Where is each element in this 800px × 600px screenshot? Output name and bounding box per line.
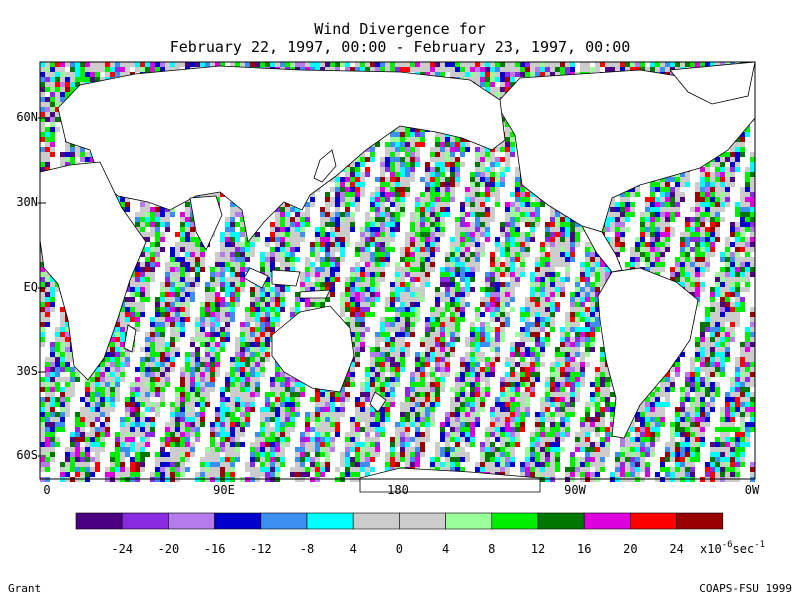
credit-right: COAPS-FSU 1999 <box>699 582 792 595</box>
australia-landmass <box>271 305 355 393</box>
plot-frame <box>39 61 756 480</box>
india-landmass <box>189 195 223 251</box>
colorbar-swatch <box>630 512 677 530</box>
colorbar-swatch <box>306 512 354 530</box>
lon-label: 0 <box>43 483 50 497</box>
colorbar-tick-label: 16 <box>577 542 591 556</box>
colorbar-swatch <box>121 512 169 530</box>
lat-label: 30S <box>16 364 38 378</box>
lat-label: EQ <box>24 280 38 294</box>
colorbar-swatch <box>491 512 539 530</box>
south-america-landmass <box>597 267 699 439</box>
colorbar-swatch <box>214 512 262 530</box>
axis-labels: 60N 30N EQ 30S 60S 0 90E 180 90W 0W <box>16 110 760 497</box>
colorbar-swatch <box>399 512 446 530</box>
greenland-landmass <box>669 61 756 105</box>
colorbar-legend: -24 -20 -16 -12 -8 4 0 4 8 12 16 20 24 x10-6sec-1 <box>75 512 765 556</box>
lat-label: 30N <box>16 195 38 209</box>
colorbar-tick-label: -24 <box>111 542 133 556</box>
colorbar-swatch <box>352 512 400 530</box>
map-title-line1: Wind Divergence for <box>314 20 486 38</box>
madagascar-landmass <box>123 324 137 353</box>
colorbar-tick-label: -8 <box>300 542 314 556</box>
lat-label: 60S <box>16 448 38 462</box>
indonesia-islands <box>243 267 331 299</box>
colorbar-swatch <box>445 512 493 530</box>
lon-label: 0W <box>745 483 760 497</box>
japan-islands <box>313 149 337 183</box>
coastlines <box>39 61 756 493</box>
colorbar-tick-label: 0 <box>396 542 403 556</box>
lon-label: 90W <box>564 483 586 497</box>
central-america-landmass <box>581 225 623 273</box>
antarctica-landmass <box>359 467 541 493</box>
africa-landmass <box>39 161 147 381</box>
colorbar-tick-label: 20 <box>623 542 637 556</box>
map-title-line2: February 22, 1997, 00:00 - February 23, … <box>169 38 631 56</box>
colorbar-tick-label: 8 <box>488 542 495 556</box>
colorbar-tick-label: 12 <box>531 542 545 556</box>
colorbar-swatch <box>75 512 123 530</box>
colorbar-tick-label: -16 <box>204 542 226 556</box>
colorbar-tick-label: 4 <box>350 542 357 556</box>
colorbar-units: x10-6sec-1 <box>700 540 765 556</box>
colorbar-tick-label: 4 <box>442 542 449 556</box>
colorbar-swatch <box>168 512 215 530</box>
colorbar-tick-label: -20 <box>158 542 180 556</box>
eurasia-landmass <box>57 65 506 243</box>
credit-left: Grant <box>8 582 42 595</box>
colorbar-tick-label: -12 <box>250 542 272 556</box>
colorbar-swatch <box>537 512 585 530</box>
colorbar-swatch <box>583 512 631 530</box>
lon-label: 90E <box>213 483 235 497</box>
colorbar-swatch <box>260 512 308 530</box>
colorbar-swatch <box>676 512 724 530</box>
lon-label: 180 <box>387 483 409 497</box>
colorbar-tick-label: 24 <box>669 542 683 556</box>
lat-label: 60N <box>16 110 38 124</box>
new-zealand-islands <box>369 391 387 413</box>
